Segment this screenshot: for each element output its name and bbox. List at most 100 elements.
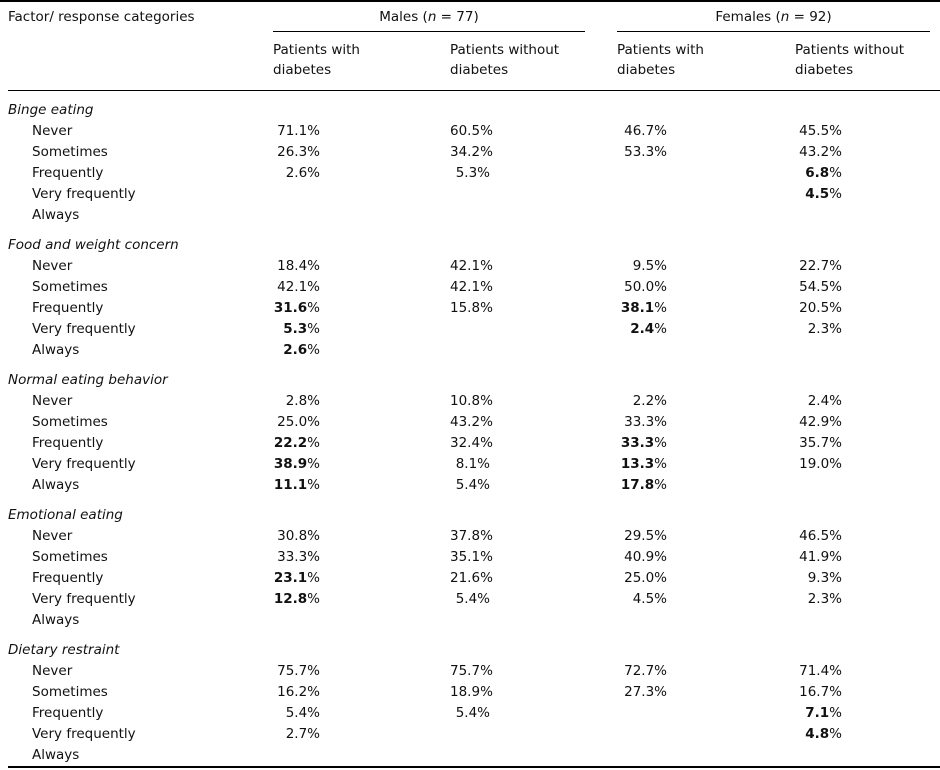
subheader-line: Patients with	[617, 42, 704, 58]
response-category-label: Never	[32, 258, 73, 274]
percent-sign: %	[654, 300, 667, 316]
value-cell: 42.1%	[450, 256, 617, 277]
response-category-label: Never	[32, 663, 73, 679]
value-cell: 23.1%	[273, 568, 450, 589]
value-cell: 2.7%	[273, 724, 450, 745]
table-header: Factor/ response categories Males (n = 7…	[8, 2, 940, 91]
category-row: Always 11.1% 5.4% 17.8%	[8, 475, 940, 496]
percentage-value: 9.5	[632, 258, 655, 274]
subheader-males-without-diabetes: Patients without diabetes	[450, 40, 617, 80]
value-cell: 42.9%	[795, 412, 932, 433]
category-row: Sometimes 26.3% 34.2% 53.3% 43.2%	[8, 142, 940, 163]
value-cell	[795, 340, 932, 361]
percentage-value: 46.7	[624, 123, 655, 139]
percent-sign: %	[829, 279, 842, 295]
percent-sign: %	[480, 414, 493, 430]
percentage-value: 60.5	[450, 123, 481, 139]
percentage-value: 16.2	[277, 684, 308, 700]
percentage-value: 22.2	[273, 435, 308, 451]
value-cell	[795, 475, 932, 496]
percent-sign: %	[307, 435, 320, 451]
response-category-label: Very frequently	[32, 726, 136, 742]
section-title: Emotional eating	[8, 507, 123, 523]
value-cell: 5.4%	[450, 703, 617, 724]
percentage-value: 42.9	[799, 414, 830, 430]
percentage-value: 42.1	[450, 258, 481, 274]
percent-sign: %	[829, 591, 842, 607]
percentage-value: 10.8	[450, 393, 481, 409]
percentage-value: 16.7	[799, 684, 830, 700]
response-category-label: Very frequently	[32, 186, 136, 202]
females-label-pre: Females (	[715, 9, 781, 25]
response-category-label: Very frequently	[32, 591, 136, 607]
percent-sign: %	[480, 663, 493, 679]
percent-sign: %	[654, 549, 667, 565]
percentage-value: 41.9	[799, 549, 830, 565]
percentage-value: 30.8	[277, 528, 308, 544]
percent-sign: %	[654, 123, 667, 139]
response-category-label: Always	[32, 207, 80, 223]
value-cell: 2.3%	[795, 589, 932, 610]
response-category-label: Sometimes	[32, 279, 108, 295]
value-cell	[450, 340, 617, 361]
response-category-label: Always	[32, 612, 80, 628]
value-cell: 35.7%	[795, 433, 932, 454]
percent-sign: %	[307, 279, 320, 295]
percentage-value: 42.1	[277, 279, 308, 295]
value-cell	[617, 703, 795, 724]
percentage-value: 50.0	[624, 279, 655, 295]
value-cell	[273, 184, 450, 205]
percentage-value: 2.8	[285, 393, 308, 409]
percentage-value: 4.8	[805, 726, 830, 742]
percentage-value: 34.2	[450, 144, 481, 160]
category-row: Always	[8, 610, 940, 631]
percentage-value: 5.4	[455, 705, 478, 721]
value-cell: 2.8%	[273, 391, 450, 412]
category-row: Very frequently 12.8% 5.4% 4.5% 2.3%	[8, 589, 940, 610]
value-cell	[450, 205, 617, 226]
percent-sign: %	[829, 705, 842, 721]
section-title: Normal eating behavior	[8, 372, 168, 388]
value-cell: 5.3%	[273, 319, 450, 340]
response-category-label: Frequently	[32, 570, 104, 586]
percentage-value: 75.7	[277, 663, 308, 679]
value-cell: 38.1%	[617, 298, 795, 319]
value-cell: 9.5%	[617, 256, 795, 277]
percent-sign: %	[829, 414, 842, 430]
percent-sign: %	[477, 456, 490, 472]
percentage-value: 19.0	[799, 456, 830, 472]
percentage-value: 17.8	[620, 477, 655, 493]
value-cell: 34.2%	[450, 142, 617, 163]
percent-sign: %	[477, 705, 490, 721]
value-cell: 18.4%	[273, 256, 450, 277]
percentage-value: 27.3	[624, 684, 655, 700]
response-category-label: Sometimes	[32, 549, 108, 565]
percent-sign: %	[654, 321, 667, 337]
percentage-value: 42.1	[450, 279, 481, 295]
percentage-value: 5.3	[455, 165, 478, 181]
percent-sign: %	[654, 570, 667, 586]
subheader-line: diabetes	[795, 62, 854, 78]
percent-sign: %	[654, 528, 667, 544]
response-category-label: Sometimes	[32, 684, 108, 700]
percent-sign: %	[829, 186, 842, 202]
percent-sign: %	[654, 414, 667, 430]
category-row: Very frequently 2.7% 4.8%	[8, 724, 940, 745]
value-cell: 22.7%	[795, 256, 932, 277]
response-category-label: Never	[32, 393, 73, 409]
response-category-label: Very frequently	[32, 456, 136, 472]
response-category-label: Always	[32, 477, 80, 493]
category-row: Frequently 31.6% 15.8% 38.1% 20.5%	[8, 298, 940, 319]
percentage-value: 25.0	[624, 570, 655, 586]
category-row: Never 2.8% 10.8% 2.2% 2.4%	[8, 391, 940, 412]
value-cell: 54.5%	[795, 277, 932, 298]
value-cell	[795, 610, 932, 631]
percentage-value: 6.8	[805, 165, 830, 181]
percentage-value: 15.8	[450, 300, 481, 316]
females-group-header: Females (n = 92)	[617, 9, 930, 32]
percent-sign: %	[829, 165, 842, 181]
percentage-value: 71.4	[799, 663, 830, 679]
percentage-value: 33.3	[624, 414, 655, 430]
percentage-value: 75.7	[450, 663, 481, 679]
response-category-label: Very frequently	[32, 321, 136, 337]
